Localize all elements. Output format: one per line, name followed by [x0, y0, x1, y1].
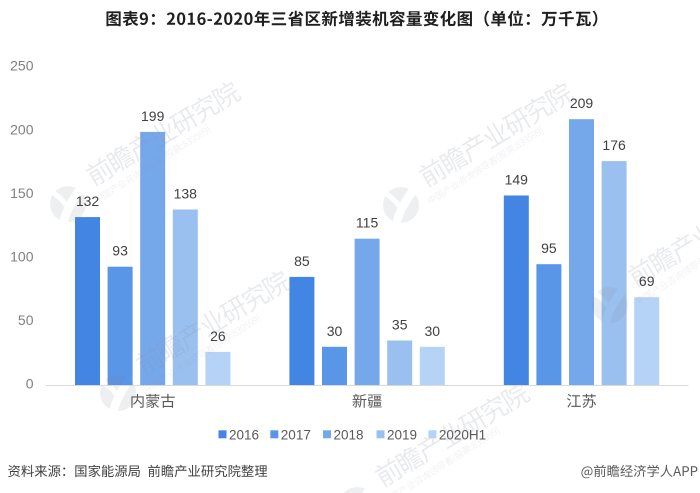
- svg-text:2016: 2016: [229, 427, 259, 442]
- svg-text:69: 69: [639, 273, 655, 289]
- svg-text:30: 30: [425, 323, 441, 339]
- svg-text:149: 149: [505, 172, 529, 188]
- svg-text:132: 132: [76, 193, 100, 209]
- svg-text:2019: 2019: [387, 427, 417, 442]
- svg-text:199: 199: [141, 108, 165, 124]
- svg-text:93: 93: [112, 243, 128, 259]
- svg-text:0: 0: [26, 376, 34, 392]
- svg-text:2018: 2018: [334, 427, 364, 442]
- svg-text:85: 85: [294, 253, 310, 269]
- svg-text:250: 250: [10, 58, 34, 74]
- svg-text:2020H1: 2020H1: [439, 427, 486, 442]
- svg-text:200: 200: [10, 121, 34, 137]
- svg-text:209: 209: [570, 95, 594, 111]
- svg-text:150: 150: [10, 185, 34, 201]
- svg-text:100: 100: [10, 249, 34, 265]
- svg-text:35: 35: [392, 317, 408, 333]
- svg-text:176: 176: [602, 137, 626, 153]
- svg-text:30: 30: [327, 323, 343, 339]
- svg-text:138: 138: [174, 186, 198, 202]
- svg-text:95: 95: [541, 240, 557, 256]
- svg-text:50: 50: [18, 312, 34, 328]
- svg-text:115: 115: [356, 215, 379, 231]
- svg-text:2017: 2017: [281, 427, 311, 442]
- svg-text:26: 26: [210, 328, 226, 344]
